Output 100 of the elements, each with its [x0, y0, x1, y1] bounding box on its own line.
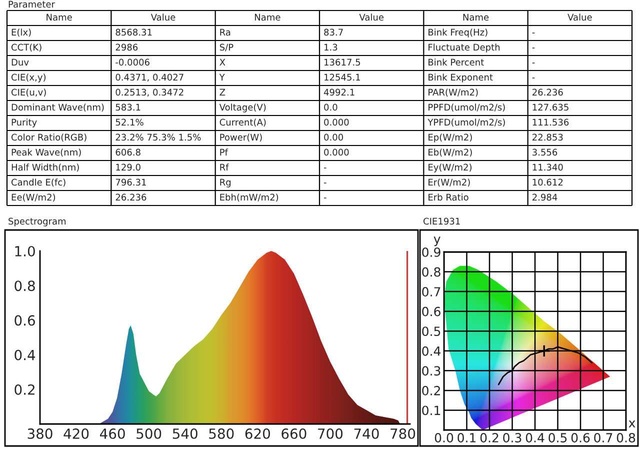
- text: -0.0006: [116, 58, 150, 66]
- y-tick-label: 0.5: [422, 326, 440, 336]
- x-tick-label: 540: [172, 428, 198, 439]
- text: Peak Wave(nm): [12, 148, 81, 157]
- x-tick-label: 620: [245, 428, 270, 439]
- y-tick-label: 0.4: [14, 350, 36, 360]
- y-tick-label: 0.7: [422, 287, 440, 296]
- text: Z: [220, 88, 226, 96]
- y-tick-label: 0.8: [422, 267, 440, 277]
- text: 8568.31: [116, 28, 152, 36]
- text: 83.7: [324, 28, 343, 36]
- text: 0.00: [324, 134, 343, 141]
- text: Voltage(V): [219, 104, 266, 112]
- text: PAR(W/m2): [428, 88, 478, 97]
- x-tick-label: 0.8: [616, 433, 636, 442]
- text: Ee(W/m2): [12, 194, 56, 202]
- text: Dominant Wave(nm): [12, 104, 104, 112]
- y-tick-label: 0.6: [14, 315, 35, 326]
- text: -: [532, 62, 535, 64]
- y-tick-label: 0.2: [14, 384, 34, 395]
- text: Value: [359, 14, 384, 21]
- text: Purity: [12, 118, 37, 128]
- text: CIE(u,v): [12, 88, 46, 97]
- x-tick-label: 780: [390, 428, 416, 439]
- x-tick-label: 500: [136, 428, 162, 439]
- text: 52.1%: [116, 118, 144, 126]
- text: 23.2% 75.3% 1.5%: [116, 134, 201, 141]
- text: Ra: [220, 28, 230, 36]
- text: 0.000: [324, 148, 349, 156]
- y-tick-label: 0.2: [422, 386, 440, 396]
- x-tick-label: 580: [209, 428, 234, 439]
- text: Value: [568, 14, 592, 21]
- text: E(lx): [12, 28, 31, 37]
- text: 129.0: [116, 164, 140, 171]
- text: Value: [150, 14, 176, 21]
- text: -: [532, 32, 535, 34]
- x-tick-label: 460: [100, 428, 125, 439]
- x-tick-label: 0.6: [571, 433, 590, 442]
- text: Parameter: [8, 0, 55, 8]
- text: 127.635: [532, 104, 568, 111]
- x-tick-label: 420: [64, 428, 89, 439]
- text: CCT(K): [12, 44, 42, 52]
- text: 3.556: [532, 148, 558, 156]
- text: S/P: [220, 44, 234, 52]
- y-axis-title: y: [434, 236, 440, 246]
- text: Current(A): [220, 118, 266, 127]
- x-tick-label: 0.2: [480, 433, 498, 442]
- text: 22.853: [532, 134, 563, 141]
- text: 0.4371, 0.4027: [116, 74, 184, 82]
- y-tick-label: 0.3: [422, 366, 440, 376]
- text: 796.31: [116, 178, 146, 186]
- text: 26.236: [116, 194, 146, 201]
- text: 26.236: [532, 88, 563, 96]
- x-tick-label: 0.3: [503, 433, 522, 442]
- text: Rg: [220, 178, 231, 188]
- text: 0.2513, 0.3472: [116, 88, 184, 97]
- text: Ey(W/m2): [428, 164, 472, 172]
- text: Power(W): [220, 134, 262, 142]
- x-tick-label: 0.4: [526, 433, 544, 442]
- x-axis-title: x: [628, 420, 636, 428]
- text: 0.000: [324, 118, 349, 126]
- text: 2986: [116, 44, 138, 51]
- text: Half Width(nm): [12, 164, 79, 172]
- text: 11.340: [532, 164, 563, 171]
- y-tick-label: 0.6: [422, 306, 440, 316]
- text: 2.984: [532, 194, 558, 201]
- x-tick-label: 660: [282, 428, 306, 439]
- text: Erb Ratio: [428, 194, 468, 201]
- text: Bink Freq(Hz): [428, 28, 488, 38]
- text: Ebh(mW/m2): [220, 194, 278, 202]
- y-tick-label: 0.9: [422, 247, 440, 257]
- y-tick-label: 1.0: [15, 246, 35, 256]
- x-tick-label: 0.1: [458, 433, 476, 442]
- text: 13617.5: [324, 58, 360, 66]
- text: Color Ratio(RGB): [12, 134, 86, 142]
- chart-title: Spectrogram: [8, 218, 66, 226]
- text: CIE(x,y): [12, 74, 46, 82]
- text: 12545.1: [324, 74, 360, 81]
- text: Fluctuate Depth: [428, 44, 500, 52]
- text: 1.3: [324, 44, 338, 51]
- x-tick-label: 380: [28, 428, 52, 439]
- x-tick-label: 700: [318, 428, 343, 439]
- y-tick-label: 0.4: [422, 346, 441, 356]
- text: 0.0: [324, 104, 338, 111]
- text: Pf: [220, 148, 228, 156]
- chart-title: CIE1931: [424, 218, 460, 225]
- text: Duv: [12, 58, 29, 66]
- text: Er(W/m2): [428, 178, 470, 187]
- text: Name: [254, 14, 280, 21]
- text: Eb(W/m2): [428, 148, 472, 157]
- text: 10.612: [532, 178, 563, 186]
- text: 583.1: [116, 104, 140, 111]
- text: Y: [219, 74, 225, 80]
- text: 606.8: [116, 148, 140, 156]
- x-tick-label: 0.0: [434, 433, 454, 442]
- x-tick-label: 740: [354, 428, 379, 439]
- x-tick-label: 0.7: [594, 433, 612, 442]
- text: Ep(W/m2): [428, 134, 472, 142]
- text: PPFD(umol/m2/s): [428, 104, 505, 112]
- y-tick-label: 0.1: [422, 406, 440, 416]
